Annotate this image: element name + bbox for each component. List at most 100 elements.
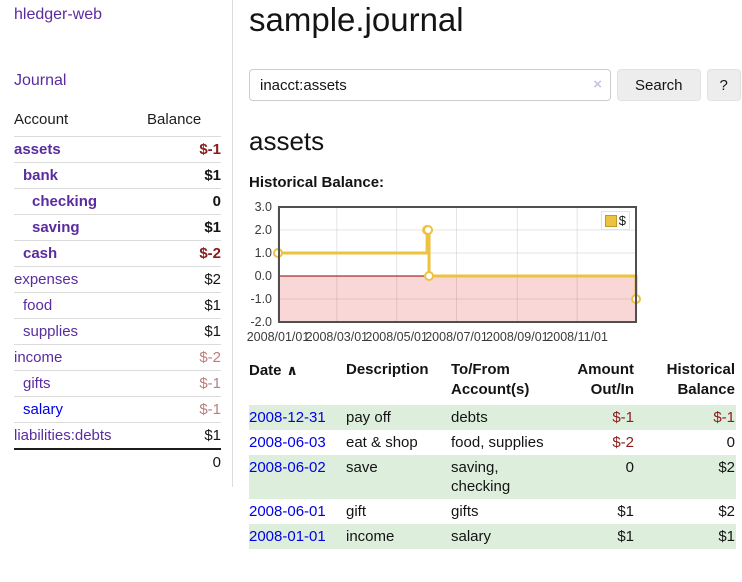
x-axis-tick-label: 2008/05/01	[365, 330, 428, 344]
transaction-accounts: gifts	[451, 503, 479, 520]
sidebar-account-expenses[interactable]: expenses	[14, 271, 79, 288]
y-axis-tick-label: -1.0	[250, 292, 272, 306]
accounts-total-row: 0	[14, 448, 221, 475]
transaction-amount: $1	[617, 503, 634, 520]
sidebar-account-checking[interactable]: checking	[32, 193, 98, 210]
help-button[interactable]: ?	[706, 69, 741, 101]
x-axis-tick-label: 2008/01/01	[246, 330, 310, 344]
x-axis-tick-label: 2008/11/01	[546, 330, 608, 344]
account-balance: $-1	[147, 370, 221, 397]
register-col-label: Date	[249, 362, 282, 379]
transaction-accounts: debts	[451, 409, 488, 426]
y-axis-tick-label: -2.0	[250, 315, 272, 329]
sidebar-account-salary[interactable]: salary	[23, 401, 64, 418]
register-col-balance: Historical Balance	[635, 360, 736, 405]
accounts-header-row: Account Balance	[14, 111, 221, 137]
transaction-description: gift	[346, 503, 367, 520]
register-col-date[interactable]: Date ∧	[249, 360, 346, 405]
register-row: 2008-01-01 income salary $1 $1	[249, 524, 736, 549]
register-col-label: To/From Account(s)	[451, 361, 530, 398]
account-row: salary $-1	[14, 396, 221, 423]
register-col-amount: Amount Out/In	[555, 360, 635, 405]
sidebar-account-assets[interactable]: assets	[14, 141, 61, 158]
register-col-description: Description	[346, 360, 451, 405]
x-axis-tick-label: 2008/07/01	[425, 330, 488, 344]
transaction-date-link[interactable]: 2008-01-01	[249, 528, 326, 545]
sidebar-total-balance: 0	[147, 448, 221, 475]
account-heading: assets	[249, 126, 325, 156]
sidebar-account-gifts[interactable]: gifts	[23, 375, 51, 392]
account-row: cash $-2	[14, 240, 221, 267]
sidebar-account-food[interactable]: food	[23, 297, 53, 314]
register-col-label: Historical Balance	[666, 361, 735, 398]
main-content: sample.journal × Search ? assets Histori…	[233, 0, 742, 549]
account-name-cell: cash	[14, 240, 148, 267]
search-box: ×	[249, 69, 611, 101]
register-col-label: Amount Out/In	[577, 361, 634, 398]
register-col-label: Description	[346, 361, 429, 378]
account-balance: $1	[147, 214, 221, 241]
page-title: sample.journal	[249, 1, 464, 38]
account-balance: $-2	[147, 344, 221, 371]
transaction-date-link[interactable]: 2008-12-31	[249, 409, 326, 426]
sidebar-account-bank[interactable]: bank	[23, 167, 59, 184]
transaction-date-link[interactable]: 2008-06-02	[249, 459, 326, 476]
account-name-cell: expenses	[14, 266, 148, 293]
transaction-date-cell: 2008-06-02	[249, 455, 346, 499]
legend-label: $	[618, 213, 626, 228]
register-row: 2008-06-03 eat & shop food, supplies $-2 0	[249, 430, 736, 455]
account-name-cell: checking	[14, 188, 148, 215]
account-name-cell: saving	[14, 214, 148, 241]
transaction-balance: $-1	[713, 409, 735, 426]
account-balance: $1	[147, 422, 221, 450]
transaction-balance: $2	[718, 503, 735, 520]
transaction-amount: 0	[625, 459, 634, 476]
register-row: 2008-06-02 save saving, checking 0 $2	[249, 455, 736, 499]
y-axis-tick-label: 2.0	[254, 223, 272, 237]
x-axis-tick-label: 2008/03/01	[305, 330, 369, 344]
account-balance: $1	[147, 318, 221, 345]
transaction-date-link[interactable]: 2008-06-03	[249, 434, 326, 451]
y-axis-tick-label: 0.0	[254, 269, 272, 283]
chart-section-label: Historical Balance:	[249, 174, 385, 191]
sidebar-account-income[interactable]: income	[14, 349, 63, 366]
transaction-accounts: salary	[451, 528, 492, 545]
account-name-cell: gifts	[14, 370, 148, 397]
register-col-accounts: To/From Account(s)	[451, 360, 555, 405]
transaction-date-cell: 2008-06-01	[249, 499, 346, 524]
register-table: Date ∧ Description To/From Account(s) Amount…	[249, 360, 736, 549]
sidebar-account-liabilities-debts[interactable]: liabilities:debts	[14, 427, 112, 444]
sidebar: hledger-web Journal Account Balance asse…	[0, 0, 233, 487]
sidebar-account-cash[interactable]: cash	[23, 245, 58, 262]
account-row: checking 0	[14, 188, 221, 215]
account-balance: $1	[147, 292, 221, 319]
transaction-date-cell: 2008-06-03	[249, 430, 346, 455]
account-row: bank $1	[14, 162, 221, 189]
transaction-amount: $-1	[612, 409, 634, 426]
nav-journal-link[interactable]: Journal	[14, 72, 67, 89]
transaction-date-link[interactable]: 2008-06-01	[249, 503, 326, 520]
sidebar-account-supplies[interactable]: supplies	[23, 323, 79, 340]
account-balance: $-1	[147, 136, 221, 163]
historical-balance-chart: 3.0 2.0 1.0 0.0 -1.0 -2.0 2008/01/01 2008/03/01…	[246, 200, 641, 346]
transaction-balance: $2	[718, 459, 735, 476]
account-row: income $-2	[14, 344, 221, 371]
search-form: × Search ?	[249, 69, 741, 101]
account-name-cell: salary	[14, 396, 148, 423]
search-button[interactable]: Search	[617, 69, 701, 101]
transaction-accounts: saving, checking	[451, 459, 511, 495]
clear-search-icon[interactable]: ×	[593, 76, 602, 93]
accounts-total-spacer	[14, 448, 148, 475]
account-row: food $1	[14, 292, 221, 319]
register-row: 2008-06-01 gift gifts $1 $2	[249, 499, 736, 524]
account-name-cell: bank	[14, 162, 148, 189]
account-row: supplies $1	[14, 318, 221, 345]
transaction-description: income	[346, 528, 395, 545]
brand-link[interactable]: hledger-web	[14, 6, 103, 23]
sidebar-account-saving[interactable]: saving	[32, 219, 80, 236]
app-layout: hledger-web Journal Account Balance asse…	[0, 0, 742, 549]
account-balance: $1	[147, 162, 221, 189]
chart-legend: $	[600, 211, 630, 230]
accounts-col-balance: Balance	[147, 111, 221, 137]
search-input[interactable]	[249, 69, 611, 101]
